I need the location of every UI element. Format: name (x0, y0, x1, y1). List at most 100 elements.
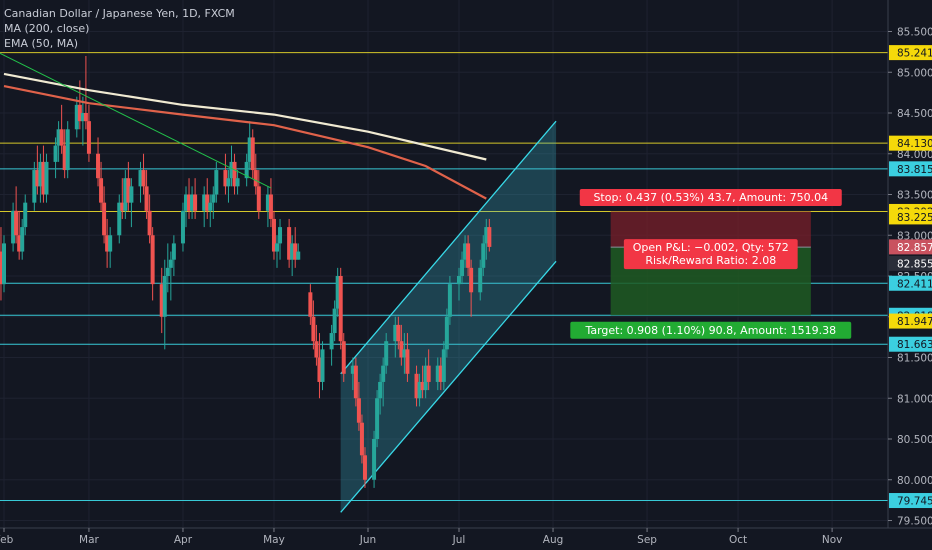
candle (59, 104, 64, 154)
ma-indicator-label[interactable]: MA (200, close) (4, 22, 90, 35)
candle (393, 316, 398, 358)
candle-body (487, 227, 492, 247)
candle (338, 267, 343, 350)
candle-body (353, 365, 358, 399)
time-tick-label: Feb (0, 534, 14, 546)
candle (211, 186, 216, 219)
candle (62, 129, 67, 179)
candle (193, 178, 198, 219)
symbol-title[interactable]: Canadian Dollar / Japanese Yen, 1D, FXCM (4, 7, 235, 20)
candle-body (447, 284, 452, 317)
trendline[interactable] (0, 48, 272, 189)
price-tick-label: 81.000 (897, 393, 932, 405)
candle (11, 202, 16, 252)
candle-body (375, 398, 380, 439)
candle-body (232, 161, 237, 187)
ema50-line (3, 85, 487, 200)
time-axis[interactable]: Feb Mar Apr May Jun Jul Aug Sep Oct Nov (0, 527, 932, 546)
candle (171, 235, 176, 276)
candle (83, 55, 88, 130)
candle-body (438, 365, 443, 382)
candle (250, 129, 255, 179)
candle-body (168, 259, 173, 268)
ema-indicator-label[interactable]: EMA (50, MA) (4, 37, 79, 50)
green-trendline (0, 52, 272, 189)
candle (53, 137, 58, 179)
level-price-tag-text: 79.745 (897, 496, 932, 508)
candle-body (384, 341, 389, 366)
candle-body (117, 202, 122, 236)
candle (356, 381, 361, 431)
candle (38, 153, 43, 203)
candle (435, 357, 440, 391)
level-price-tag-box (889, 493, 932, 509)
candle-body (244, 161, 249, 179)
price-tag-text: 81.947 (897, 316, 932, 328)
candle-body (414, 373, 419, 399)
candle-body (317, 357, 322, 382)
candle-body (129, 186, 134, 203)
candle (138, 161, 143, 203)
candle-body (214, 170, 219, 195)
candle (332, 300, 337, 342)
candle-body (381, 365, 386, 382)
candle-body (396, 324, 401, 342)
candle-body (20, 227, 25, 252)
candle (184, 186, 188, 228)
candle (414, 365, 419, 407)
candle (314, 324, 319, 366)
candle (290, 235, 295, 276)
candle (308, 284, 313, 325)
target-label-text: Target: 0.908 (1.10%) 90.8, Amount: 1519… (584, 324, 836, 337)
candle-body (184, 194, 188, 211)
candle-body (435, 365, 440, 382)
candle (350, 357, 355, 391)
price-tick-label: 83.500 (897, 190, 932, 202)
candle-body (11, 210, 16, 244)
price-tag-box (889, 313, 932, 329)
candle-body (235, 178, 240, 187)
level-price-tag-box (889, 336, 932, 352)
candle-body (62, 145, 67, 171)
candle (17, 210, 22, 260)
candle (353, 357, 358, 407)
candle-body (77, 104, 82, 122)
candle-body (59, 129, 64, 146)
candle-body (187, 194, 192, 211)
level-price-tag-box (889, 275, 932, 291)
price-axis[interactable]: 85.50085.00084.50084.00083.50083.00082.5… (887, 0, 932, 528)
candle (381, 357, 386, 407)
candle (275, 235, 279, 268)
level-price-tag-text: 84.130 (897, 138, 932, 150)
candle-body (356, 398, 361, 423)
candle-body (53, 145, 58, 162)
candle-body (80, 113, 85, 122)
candle (108, 227, 113, 268)
price-tick-label: 84.500 (897, 108, 932, 120)
time-tick-label: Jul (452, 534, 466, 546)
candle (378, 373, 383, 415)
candle-body (426, 365, 431, 382)
candle (232, 153, 237, 195)
candle (335, 267, 340, 317)
candle-body (120, 202, 125, 211)
candle-body (441, 349, 446, 382)
candle (147, 194, 152, 244)
candle-body (278, 227, 283, 244)
time-tick-label: Apr (174, 534, 193, 546)
candle-body (226, 178, 231, 187)
target-label-box (570, 321, 852, 339)
candle-body (102, 202, 107, 236)
candle-body (293, 243, 298, 260)
price-tick-label: 80.500 (897, 434, 932, 446)
price-tag: 81.947 (889, 313, 932, 329)
candle-body (268, 194, 273, 219)
candle-body (314, 341, 319, 358)
short-position-tool[interactable]: Stop: 0.437 (0.53%) 43.7, Amount: 750.04… (570, 188, 852, 339)
price-tag: 83.225 (889, 209, 932, 225)
candle-body (162, 276, 167, 317)
candles (0, 55, 492, 488)
price-tag-text: 82.857 (897, 242, 932, 254)
